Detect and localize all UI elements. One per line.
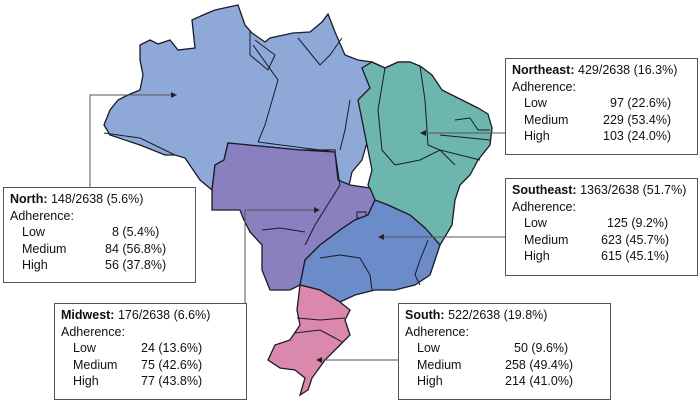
northeast-infobox: Northeast: 429/2638 (16.3%) Adherence: L…: [505, 58, 698, 155]
region-name: Northeast:: [512, 63, 575, 77]
row-high: High 214 (41.0%): [417, 374, 574, 388]
row-low: Low 24 (13.6%): [73, 341, 203, 355]
row-low: Low 8 (5.4%): [22, 225, 160, 239]
adherence-label: Adherence:: [512, 79, 576, 94]
row-medium: Medium 75 (42.6%): [73, 357, 203, 372]
row-medium: Medium 84 (56.8%): [22, 241, 167, 256]
region-total: 1363/2638 (51.7%): [580, 183, 687, 197]
adherence-label: Adherence:: [61, 324, 125, 339]
southeast-infobox: Southeast: 1363/2638 (51.7%) Adherence: …: [505, 178, 698, 276]
adherence-label: Adherence:: [10, 208, 74, 223]
row-medium: Medium 623 (45.7%): [524, 232, 670, 247]
region-total: 522/2638 (19.8%): [448, 308, 548, 322]
row-high: High 56 (37.8%): [22, 258, 167, 272]
adherence-label: Adherence:: [512, 199, 576, 214]
adherence-label: Adherence:: [405, 324, 469, 339]
region-name: Southeast:: [512, 183, 577, 197]
midwest-infobox: Midwest: 176/2638 (6.6%) Adherence: Low 2…: [54, 303, 247, 400]
north-header: North: 148/2638 (5.6%): [10, 191, 189, 208]
midwest-header: Midwest: 176/2638 (6.6%): [61, 307, 240, 324]
region-total: 176/2638 (6.6%): [117, 308, 211, 322]
region-name: South:: [405, 308, 445, 322]
row-low: Low 50 (9.6%): [417, 341, 569, 355]
region-southeast: [299, 199, 441, 303]
row-high: High 615 (45.1%): [524, 249, 670, 263]
region-total: 429/2638 (16.3%): [578, 63, 678, 77]
leader-lines: [89, 94, 505, 361]
region-name: North:: [10, 192, 48, 206]
row-low: Low 125 (9.2%): [524, 216, 669, 230]
region-name: Midwest:: [61, 308, 115, 322]
row-high: High 103 (24.0%): [524, 129, 672, 143]
row-medium: Medium 229 (53.4%): [524, 112, 672, 127]
row-high: High 77 (43.8%): [73, 374, 203, 388]
region-northeast: [357, 61, 493, 247]
row-low: Low 97 (22.6%): [524, 96, 672, 110]
northeast-header: Northeast: 429/2638 (16.3%): [512, 62, 691, 79]
region-total: 148/2638 (5.6%): [50, 192, 144, 206]
south-header: South: 522/2638 (19.8%): [405, 307, 604, 324]
southeast-header: Southeast: 1363/2638 (51.7%): [512, 182, 691, 199]
row-medium: Medium 258 (49.4%): [417, 357, 574, 372]
north-infobox: North: 148/2638 (5.6%) Adherence: Low 8 (…: [3, 187, 196, 283]
south-infobox: South: 522/2638 (19.8%) Adherence: Low 50…: [398, 303, 611, 400]
region-south: [267, 284, 351, 397]
